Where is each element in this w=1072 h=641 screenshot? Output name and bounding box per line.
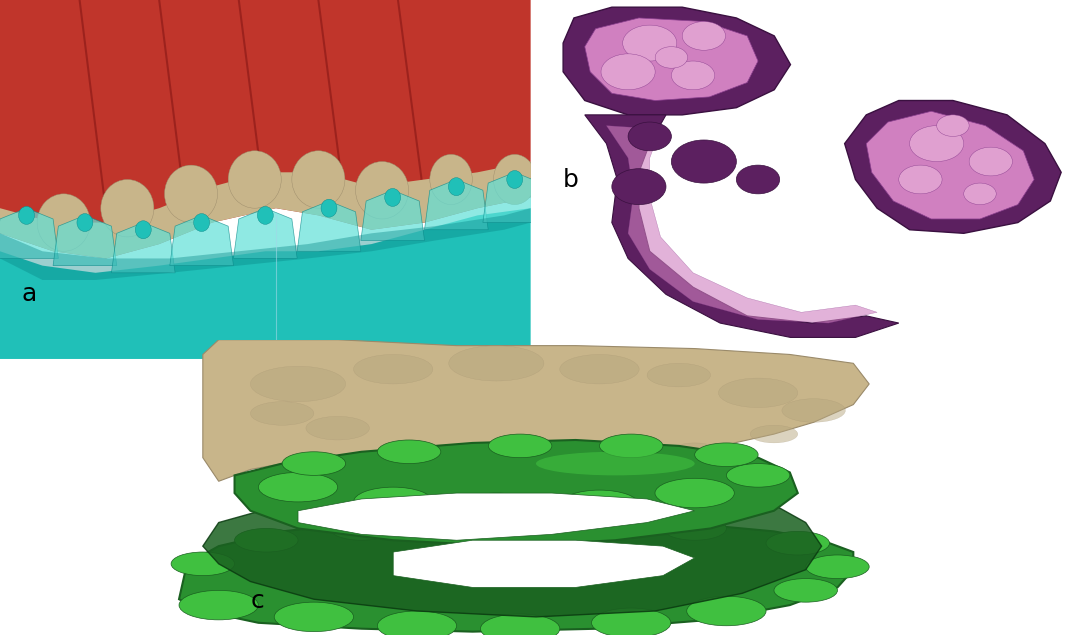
Ellipse shape [536, 452, 695, 476]
Polygon shape [298, 493, 695, 540]
Polygon shape [169, 215, 234, 265]
Ellipse shape [77, 213, 93, 231]
Circle shape [687, 596, 766, 626]
Circle shape [774, 579, 837, 602]
Circle shape [628, 122, 671, 151]
Circle shape [601, 54, 655, 90]
Circle shape [449, 345, 544, 381]
Polygon shape [179, 517, 853, 631]
Polygon shape [54, 215, 117, 265]
Polygon shape [585, 18, 758, 101]
Polygon shape [563, 7, 790, 115]
Circle shape [330, 517, 393, 540]
Circle shape [781, 399, 846, 422]
Circle shape [306, 417, 370, 440]
Ellipse shape [430, 154, 473, 204]
Polygon shape [845, 101, 1061, 233]
Ellipse shape [292, 151, 345, 208]
Polygon shape [607, 126, 877, 323]
Polygon shape [234, 208, 297, 258]
Circle shape [662, 517, 727, 540]
Ellipse shape [228, 151, 281, 208]
Ellipse shape [18, 206, 34, 224]
Circle shape [909, 126, 964, 162]
Circle shape [235, 528, 298, 552]
Polygon shape [203, 487, 821, 617]
Polygon shape [393, 540, 695, 587]
Circle shape [592, 608, 671, 638]
Polygon shape [111, 222, 175, 273]
Circle shape [750, 425, 798, 443]
Circle shape [377, 611, 457, 640]
Circle shape [377, 440, 441, 463]
Circle shape [937, 115, 969, 137]
Circle shape [727, 463, 790, 487]
Circle shape [457, 493, 536, 522]
Polygon shape [297, 201, 361, 251]
Ellipse shape [135, 221, 151, 238]
Polygon shape [0, 208, 531, 280]
Circle shape [489, 434, 552, 458]
Circle shape [655, 478, 734, 508]
Circle shape [274, 602, 354, 631]
Circle shape [969, 147, 1012, 176]
Polygon shape [0, 208, 531, 359]
Ellipse shape [385, 188, 401, 206]
Ellipse shape [257, 206, 273, 224]
Polygon shape [203, 340, 869, 487]
Polygon shape [0, 162, 531, 258]
Ellipse shape [321, 199, 337, 217]
Circle shape [612, 169, 666, 204]
Polygon shape [0, 208, 58, 258]
Text: a: a [21, 282, 36, 306]
Ellipse shape [38, 194, 90, 251]
Ellipse shape [448, 178, 464, 196]
Circle shape [766, 531, 830, 555]
Text: b: b [563, 168, 579, 192]
Circle shape [480, 614, 560, 641]
Circle shape [647, 363, 711, 387]
Circle shape [671, 140, 736, 183]
Polygon shape [482, 172, 547, 222]
Polygon shape [425, 179, 488, 229]
Polygon shape [235, 440, 798, 546]
Circle shape [898, 165, 942, 194]
Circle shape [282, 452, 345, 476]
Circle shape [258, 472, 338, 502]
Circle shape [623, 25, 676, 61]
Ellipse shape [194, 213, 210, 231]
Ellipse shape [101, 179, 154, 237]
Ellipse shape [507, 171, 523, 188]
Circle shape [671, 61, 715, 90]
Circle shape [695, 443, 758, 467]
Ellipse shape [164, 165, 218, 222]
Circle shape [552, 511, 615, 535]
Circle shape [354, 354, 433, 384]
Polygon shape [361, 190, 425, 240]
Circle shape [179, 590, 258, 620]
Circle shape [354, 487, 433, 517]
Circle shape [964, 183, 996, 204]
Circle shape [441, 511, 504, 535]
Circle shape [806, 555, 869, 579]
Circle shape [560, 490, 639, 520]
Text: c: c [251, 589, 264, 613]
Circle shape [655, 47, 687, 68]
Ellipse shape [493, 154, 536, 204]
Circle shape [560, 354, 639, 384]
Circle shape [172, 552, 235, 576]
Polygon shape [866, 112, 1034, 219]
Circle shape [736, 165, 779, 194]
Ellipse shape [356, 162, 408, 219]
Circle shape [251, 366, 345, 402]
Circle shape [599, 434, 662, 458]
Polygon shape [585, 115, 898, 337]
Circle shape [718, 378, 798, 408]
Polygon shape [0, 0, 531, 258]
Circle shape [682, 22, 726, 50]
Circle shape [251, 402, 314, 425]
Circle shape [671, 443, 718, 461]
